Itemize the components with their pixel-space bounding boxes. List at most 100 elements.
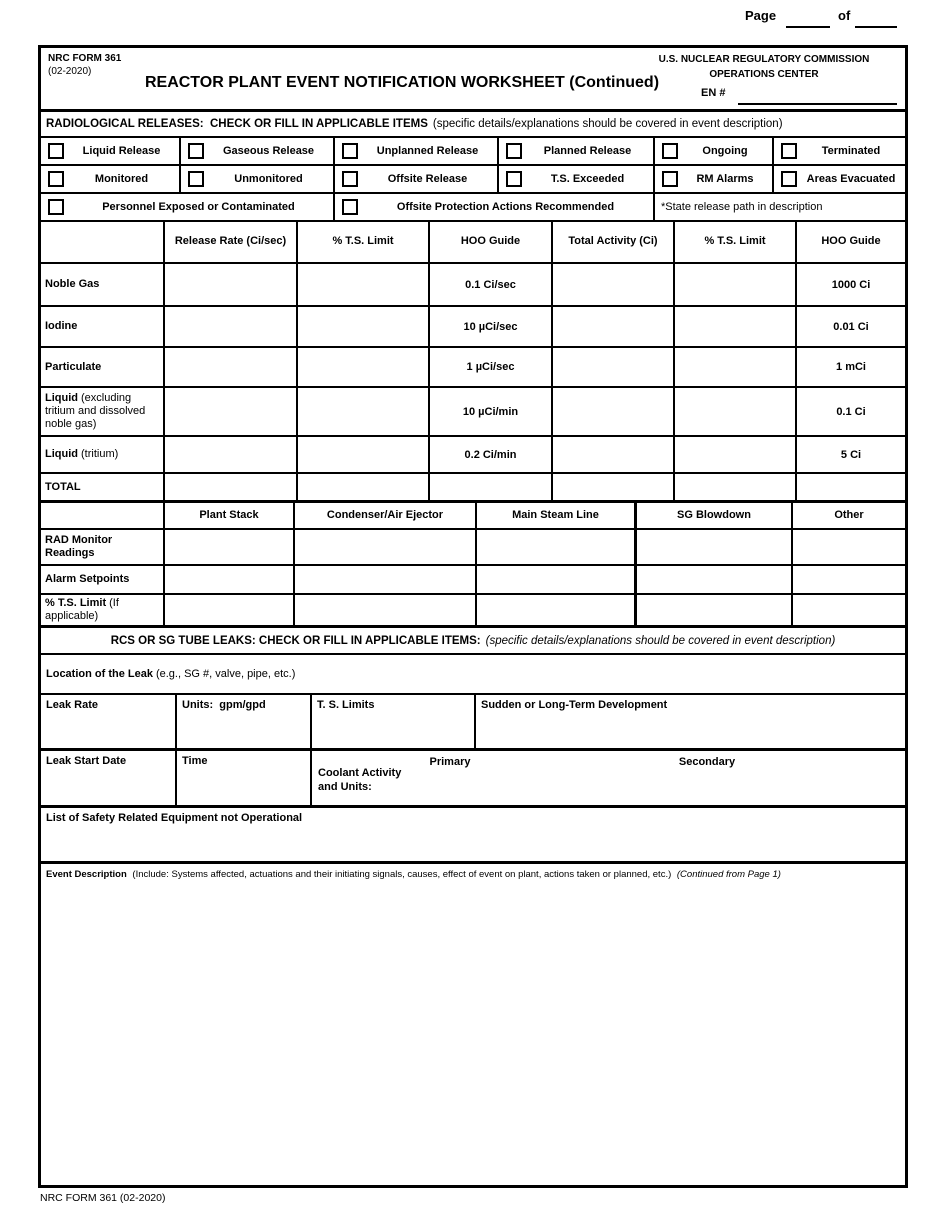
unplanned-release-option: Unplanned Release xyxy=(335,138,499,164)
liquid-release-checkbox[interactable] xyxy=(48,143,64,159)
particulate-release-rate-field[interactable] xyxy=(165,348,298,386)
hoo-guide-rate-header: HOO Guide xyxy=(430,222,553,262)
event-continued-note: (Continued from Page 1) xyxy=(676,869,781,880)
particulate-ts-limit-total-field[interactable] xyxy=(675,348,797,386)
unmonitored-checkbox[interactable] xyxy=(188,171,204,187)
ts-exceeded-checkbox[interactable] xyxy=(506,171,522,187)
form-date: (02-2020) xyxy=(48,66,92,77)
noble-gas-hoo-guide-rate: 0.1 Ci/sec xyxy=(430,264,553,305)
offsite-release-checkbox[interactable] xyxy=(342,171,358,187)
setpoints-condenser-field[interactable] xyxy=(295,566,477,593)
rm-alarms-option: RM Alarms xyxy=(655,166,774,192)
total-ts-limit-field[interactable] xyxy=(298,474,430,500)
readings-other-field[interactable] xyxy=(793,530,905,564)
leak-rate-field[interactable]: Leak Rate xyxy=(41,695,177,748)
unplanned-release-checkbox[interactable] xyxy=(342,143,358,159)
ts-limits-field[interactable]: T. S. Limits xyxy=(312,695,476,748)
agency-line2: OPERATIONS CENTER xyxy=(709,68,819,80)
monitored-checkbox[interactable] xyxy=(48,171,64,187)
liquid-tritium-ts-limit-total-field[interactable] xyxy=(675,437,797,472)
rad-monitor-table-header: Plant Stack Condenser/Air Ejector Main S… xyxy=(41,503,905,530)
leak-location-row[interactable]: Location of the Leak (e.g., SG #, valve,… xyxy=(41,655,905,695)
particulate-ts-limit-field[interactable] xyxy=(298,348,430,386)
liquid-release-option: Liquid Release xyxy=(41,138,181,164)
liquid-excluding-ts-limit-total-field[interactable] xyxy=(675,388,797,435)
terminated-checkbox[interactable] xyxy=(781,143,797,159)
ongoing-checkbox[interactable] xyxy=(662,143,678,159)
iodine-total-activity-field[interactable] xyxy=(553,307,675,346)
iodine-release-rate-field[interactable] xyxy=(165,307,298,346)
liquid-excluding-release-rate-field[interactable] xyxy=(165,388,298,435)
table-row-noble-gas: Noble Gas 0.1 Ci/sec 1000 Ci xyxy=(41,264,905,307)
total-ts-limit-total-field[interactable] xyxy=(675,474,797,500)
leak-units-field[interactable]: Units: gpm/gpd xyxy=(177,695,312,748)
readings-condenser-field[interactable] xyxy=(295,530,477,564)
iodine-ts-limit-field[interactable] xyxy=(298,307,430,346)
liquid-release-label: Liquid Release xyxy=(82,145,161,157)
en-number-field[interactable] xyxy=(738,88,897,105)
planned-release-option: Planned Release xyxy=(499,138,655,164)
readings-plant-stack-field[interactable] xyxy=(165,530,295,564)
rcs-title-text: RCS OR SG TUBE LEAKS: CHECK OR FILL IN A… xyxy=(110,634,481,647)
condenser-air-ejector-header: Condenser/Air Ejector xyxy=(295,503,477,528)
total-total-activity-field[interactable] xyxy=(553,474,675,500)
offsite-protection-checkbox[interactable] xyxy=(342,199,358,215)
release-checkbox-row-2: Monitored Unmonitored Offsite Release T.… xyxy=(41,166,905,194)
radiological-releases-title: RADIOLOGICAL RELEASES: CHECK OR FILL IN … xyxy=(41,112,905,138)
noble-gas-ts-limit-field[interactable] xyxy=(298,264,430,305)
areas-evacuated-checkbox[interactable] xyxy=(781,171,797,187)
ts-exceeded-option: T.S. Exceeded xyxy=(499,166,655,192)
total-release-rate-field[interactable] xyxy=(165,474,298,500)
agency-line1: U.S. NUCLEAR REGULATORY COMMISSION xyxy=(658,54,870,65)
iodine-ts-limit-total-field[interactable] xyxy=(675,307,797,346)
setpoints-main-steam-field[interactable] xyxy=(477,566,637,593)
tslimit-plant-stack-field[interactable] xyxy=(165,595,295,625)
liquid-excluding-ts-limit-field[interactable] xyxy=(298,388,430,435)
liquid-excluding-hoo-guide-rate: 10 µCi/min xyxy=(430,388,553,435)
event-description-area[interactable]: Event Description (Include: Systems affe… xyxy=(41,864,905,1185)
rm-alarms-checkbox[interactable] xyxy=(662,171,678,187)
leak-time-field[interactable]: Time xyxy=(177,751,312,805)
radiological-title-text: RADIOLOGICAL RELEASES: CHECK OR FILL IN … xyxy=(46,118,428,130)
release-rate-header: Release Rate (Ci/sec) xyxy=(165,222,298,262)
setpoints-sg-blowdown-field[interactable] xyxy=(637,566,793,593)
tslimit-main-steam-field[interactable] xyxy=(477,595,637,625)
tslimit-other-field[interactable] xyxy=(793,595,905,625)
liquid-excluding-total-activity-field[interactable] xyxy=(553,388,675,435)
event-description-hint: (Include: Systems affected, actuations a… xyxy=(132,869,672,880)
particulate-total-activity-field[interactable] xyxy=(553,348,675,386)
leak-start-date-field[interactable]: Leak Start Date xyxy=(41,751,177,805)
liquid-tritium-ts-limit-field[interactable] xyxy=(298,437,430,472)
noble-gas-hoo-guide-total: 1000 Ci xyxy=(831,278,871,291)
liquid-tritium-hoo-guide-rate: 0.2 Ci/min xyxy=(430,437,553,472)
noble-gas-ts-limit-total-field[interactable] xyxy=(675,264,797,305)
agency-block: U.S. NUCLEAR REGULATORY COMMISSION OPERA… xyxy=(631,53,897,82)
readings-main-steam-field[interactable] xyxy=(477,530,637,564)
page-number-field[interactable] xyxy=(786,10,830,28)
setpoints-plant-stack-field[interactable] xyxy=(165,566,295,593)
safety-equipment-row[interactable]: List of Safety Related Equipment not Ope… xyxy=(41,808,905,864)
gaseous-release-checkbox[interactable] xyxy=(188,143,204,159)
hoo-guide-total-header: HOO Guide xyxy=(821,235,881,248)
tslimit-sg-blowdown-field[interactable] xyxy=(637,595,793,625)
leak-location-label: Location of the Leak xyxy=(46,668,153,680)
ongoing-label: Ongoing xyxy=(702,145,748,157)
terminated-option: Terminated xyxy=(774,138,905,164)
other-header: Other xyxy=(834,508,864,521)
tslimit-condenser-field[interactable] xyxy=(295,595,477,625)
liquid-tritium-label: Liquid (tritium) xyxy=(41,437,165,472)
liquid-tritium-release-rate-field[interactable] xyxy=(165,437,298,472)
nrc-form-361: NRC FORM 361 (02-2020) REACTOR PLANT EVE… xyxy=(38,45,908,1188)
planned-release-checkbox[interactable] xyxy=(506,143,522,159)
noble-gas-total-activity-field[interactable] xyxy=(553,264,675,305)
development-field[interactable]: Sudden or Long-Term Development xyxy=(481,699,668,711)
table-row-iodine: Iodine 10 µCi/sec 0.01 Ci xyxy=(41,307,905,348)
total-activity-header: Total Activity (Ci) xyxy=(553,222,675,262)
rm-alarms-label: RM Alarms xyxy=(696,173,754,185)
noble-gas-release-rate-field[interactable] xyxy=(165,264,298,305)
total-pages-field[interactable] xyxy=(855,10,897,28)
liquid-tritium-total-activity-field[interactable] xyxy=(553,437,675,472)
personnel-exposed-checkbox[interactable] xyxy=(48,199,64,215)
readings-sg-blowdown-field[interactable] xyxy=(637,530,793,564)
setpoints-other-field[interactable] xyxy=(793,566,905,593)
